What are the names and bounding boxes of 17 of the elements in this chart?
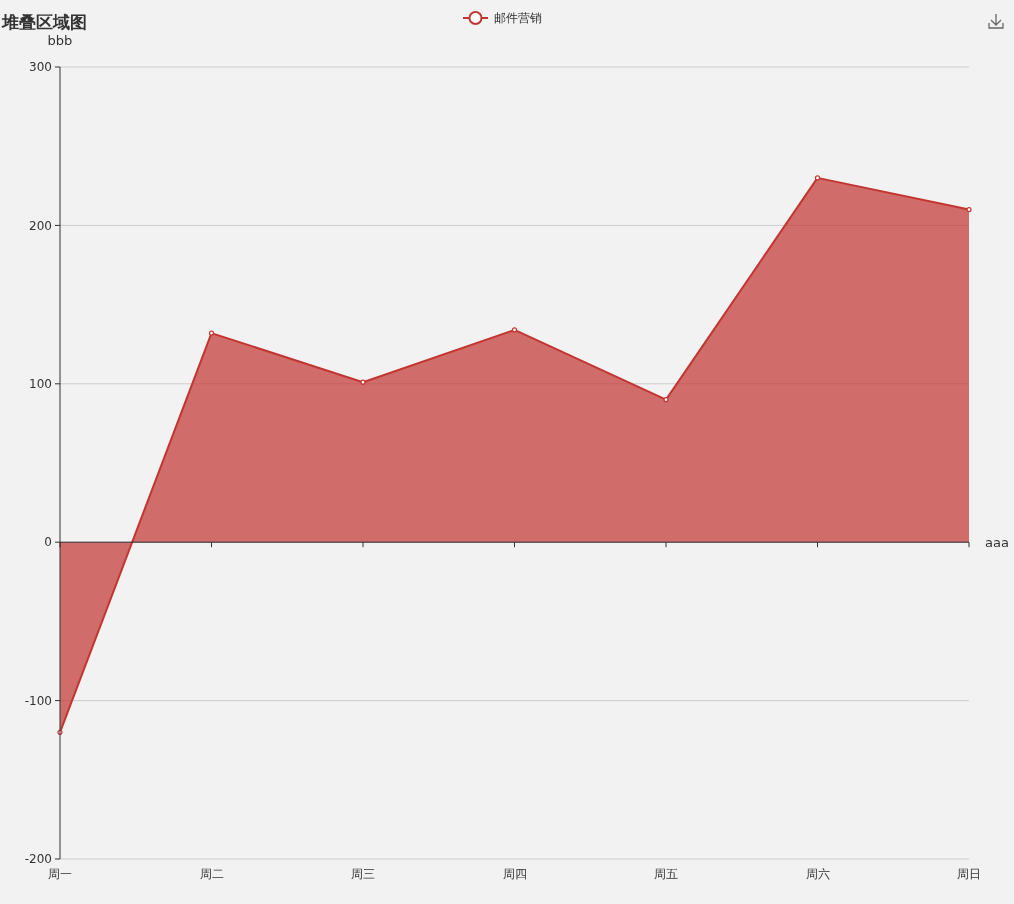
x-tick-label: 周三 [351, 867, 375, 881]
x-tick-label: 周五 [654, 867, 678, 881]
y-tick-label: -200 [24, 852, 52, 867]
y-axis-title: bbb [47, 33, 73, 48]
x-tick-label: 周日 [957, 867, 981, 881]
x-tick-label: 周一 [48, 867, 72, 881]
y-tick-label: 0 [44, 535, 52, 550]
y-tick-label: 100 [29, 377, 52, 391]
y-tick-label: 300 [29, 60, 52, 75]
x-tick-label: 周二 [199, 867, 224, 881]
chart-title: 堆叠区域图 [1, 12, 87, 32]
y-tick-label: 200 [29, 218, 52, 233]
x-tick-label: 周四 [502, 867, 527, 881]
x-tick-label: 周六 [805, 867, 830, 881]
x-axis-title: aaa [985, 534, 1009, 550]
legend-label: 邮件营销 [494, 11, 542, 26]
y-tick-label: -100 [24, 693, 52, 708]
